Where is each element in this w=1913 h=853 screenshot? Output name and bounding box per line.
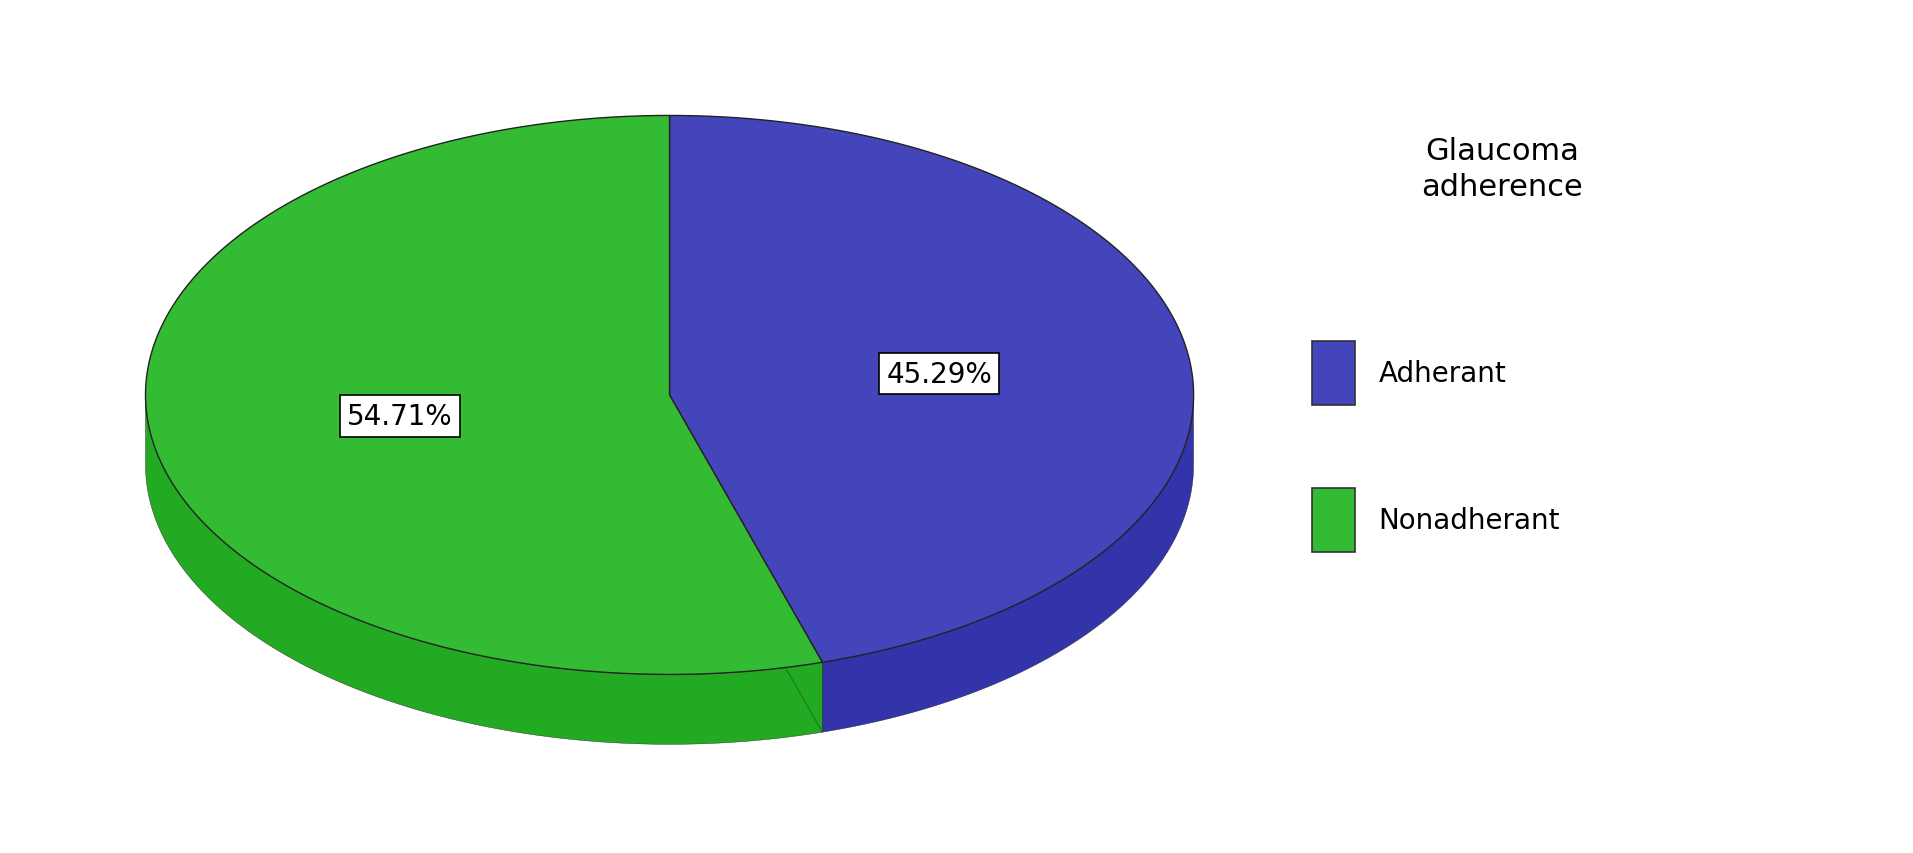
Polygon shape	[145, 116, 823, 675]
Text: 54.71%: 54.71%	[348, 403, 453, 431]
Polygon shape	[670, 116, 1194, 663]
Text: Nonadherant: Nonadherant	[1377, 507, 1559, 534]
Text: Adherant: Adherant	[1377, 359, 1506, 387]
Polygon shape	[670, 396, 823, 733]
Text: 45.29%: 45.29%	[886, 360, 993, 388]
Polygon shape	[145, 397, 823, 745]
Polygon shape	[670, 396, 823, 733]
FancyBboxPatch shape	[1312, 341, 1356, 405]
Text: Glaucoma
adherence: Glaucoma adherence	[1421, 136, 1582, 201]
Polygon shape	[823, 398, 1194, 733]
FancyBboxPatch shape	[1312, 488, 1356, 553]
